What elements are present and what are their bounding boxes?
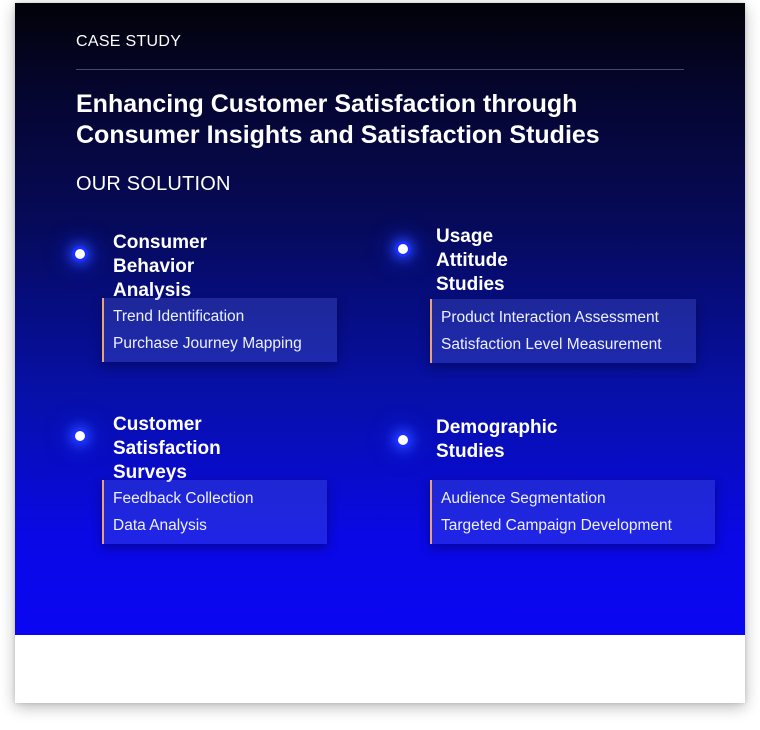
- solution-point: Data Analysis: [113, 517, 207, 534]
- footer-area: [15, 635, 745, 703]
- solution-points: Feedback Collection Data Analysis: [102, 480, 327, 544]
- solution-title: Customer Satisfaction Surveys: [113, 414, 221, 483]
- solution-point: Targeted Campaign Development: [441, 517, 672, 534]
- bullet-dot-icon: [75, 431, 85, 441]
- solution-points: Product Interaction Assessment Satisfact…: [430, 299, 696, 363]
- eyebrow-label: CASE STUDY: [76, 33, 182, 50]
- page-title: Enhancing Customer Satisfaction through …: [76, 90, 600, 149]
- solution-point: Product Interaction Assessment: [441, 309, 659, 326]
- case-study-card: CASE STUDY Enhancing Customer Satisfacti…: [15, 3, 745, 703]
- divider: [76, 69, 684, 70]
- solution-title: Usage Attitude Studies: [436, 226, 508, 295]
- bullet-dot-icon: [398, 435, 408, 445]
- solution-point: Purchase Journey Mapping: [113, 335, 302, 352]
- solution-title: Consumer Behavior Analysis: [113, 232, 207, 301]
- solution-point: Satisfaction Level Measurement: [441, 336, 662, 353]
- bullet-dot-icon: [75, 249, 85, 259]
- solution-title: Demographic Studies: [436, 417, 558, 462]
- solution-points: Audience Segmentation Targeted Campaign …: [430, 480, 715, 544]
- hero-panel: CASE STUDY Enhancing Customer Satisfacti…: [15, 3, 745, 635]
- section-heading: OUR SOLUTION: [76, 173, 231, 195]
- solution-point: Trend Identification: [113, 308, 245, 325]
- solution-point: Feedback Collection: [113, 490, 254, 507]
- bullet-dot-icon: [398, 244, 408, 254]
- solution-points: Trend Identification Purchase Journey Ma…: [102, 298, 337, 362]
- solution-point: Audience Segmentation: [441, 490, 606, 507]
